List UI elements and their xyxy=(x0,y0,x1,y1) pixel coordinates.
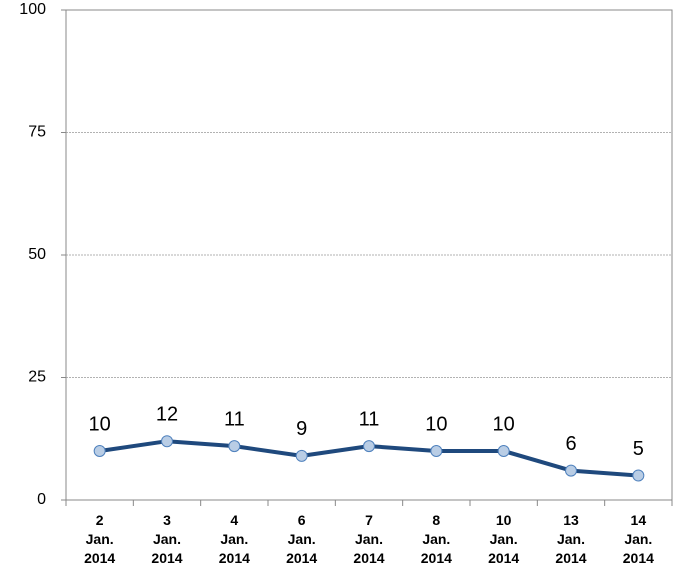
x-tick-label: 4 Jan. 2014 xyxy=(218,512,250,566)
x-tick-label: 14 Jan. 2014 xyxy=(622,512,654,566)
x-tick-label: 3 Jan. 2014 xyxy=(151,512,183,566)
data-label: 10 xyxy=(89,413,111,435)
y-tick-label: 0 xyxy=(37,491,46,508)
data-label: 6 xyxy=(565,433,576,455)
data-point xyxy=(430,445,443,457)
x-tick-label: 2 Jan. 2014 xyxy=(84,512,116,566)
data-point xyxy=(497,445,510,457)
y-tick-label: 75 xyxy=(28,124,46,141)
data-label: 5 xyxy=(633,438,644,460)
x-tick-label: 13 Jan. 2014 xyxy=(555,512,587,566)
data-point xyxy=(363,440,375,453)
data-label: 10 xyxy=(425,413,447,435)
data-point xyxy=(228,440,241,453)
data-label: 9 xyxy=(296,418,307,440)
data-point xyxy=(632,469,645,482)
x-tick-label: 8 Jan. 2014 xyxy=(420,512,452,566)
data-label: 11 xyxy=(359,408,380,430)
data-label: 10 xyxy=(493,413,515,435)
x-tick-label: 7 Jan. 2014 xyxy=(353,512,385,566)
data-point xyxy=(93,445,106,457)
data-label: 12 xyxy=(156,403,178,425)
data-point xyxy=(161,435,173,448)
data-label: 11 xyxy=(224,408,245,430)
data-point xyxy=(295,449,308,462)
y-tick-label: 50 xyxy=(28,246,46,263)
y-tick-label: 25 xyxy=(28,369,46,386)
y-tick-label: 100 xyxy=(19,1,46,18)
x-tick-label: 10 Jan. 2014 xyxy=(488,512,520,566)
data-point xyxy=(565,464,577,477)
x-tick-label: 6 Jan. 2014 xyxy=(286,512,318,566)
